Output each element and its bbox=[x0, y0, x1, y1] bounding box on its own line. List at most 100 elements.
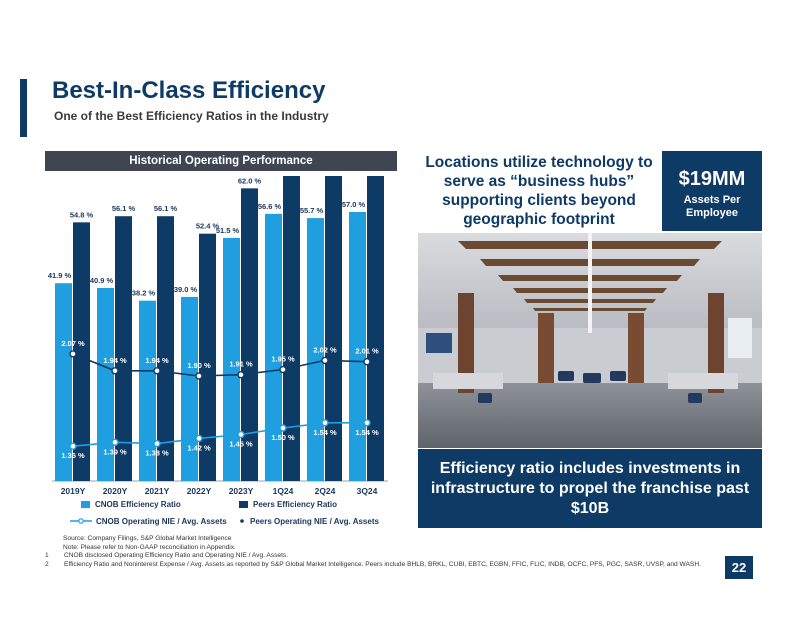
peers-nie-point bbox=[321, 356, 329, 365]
cnob-efficiency-bar bbox=[55, 283, 72, 481]
page-title: Best-In-Class Efficiency bbox=[52, 77, 326, 104]
x-tick-label: 2019Y bbox=[61, 486, 86, 496]
peers-nie-point bbox=[69, 350, 77, 358]
cnob-nie-point bbox=[153, 439, 161, 448]
cnob-efficiency-bar bbox=[97, 287, 114, 481]
cnob-nie-label: 1.45 % bbox=[229, 440, 253, 449]
efficiency-text: Efficiency ratio includes investments in… bbox=[430, 459, 750, 517]
footnotes: Source: Company Filings, S&P Global Mark… bbox=[45, 535, 701, 570]
peers-nie-label: 1.94 % bbox=[103, 356, 127, 365]
cnob-nie-point bbox=[279, 424, 287, 432]
peers-nie-point bbox=[195, 372, 203, 380]
operating-performance-chart: 41.9 % 54.8 % 2019Y 40.9 % 56.1 % 2020Y 38.2 %… bbox=[48, 176, 388, 526]
legend-label: Peers Efficiency Ratio bbox=[253, 500, 337, 509]
legend-label: CNOB Efficiency Ratio bbox=[95, 500, 181, 509]
cnob-efficiency-label: 39.0 % bbox=[174, 285, 198, 294]
page-subtitle: One of the Best Efficiency Ratios in the… bbox=[54, 109, 329, 123]
peers-nie-label: 2.02 % bbox=[313, 345, 337, 354]
legend-swatch-cnob-efficiency bbox=[81, 501, 90, 508]
legend-swatch-cnob-nie-marker bbox=[78, 518, 84, 524]
stat-label: Assets Per Employee bbox=[683, 194, 741, 219]
peers-efficiency-bar bbox=[73, 222, 90, 481]
cnob-efficiency-label: 38.2 % bbox=[132, 289, 156, 298]
footnote-text: CNOB disclosed Operating Efficiency Rati… bbox=[64, 552, 289, 560]
peers-nie-label: 1.95 % bbox=[271, 355, 295, 364]
cnob-nie-label: 1.36 % bbox=[61, 451, 85, 460]
locations-text: Locations utilize technology to serve as… bbox=[425, 154, 653, 228]
footnote-number: 2 bbox=[45, 560, 49, 568]
cnob-nie-point bbox=[195, 434, 203, 443]
peers-nie-line bbox=[72, 353, 368, 377]
peers-efficiency-label: 56.1 % bbox=[112, 204, 136, 213]
stat-value: $19MM bbox=[678, 168, 746, 190]
x-tick-label: 2Q24 bbox=[315, 486, 336, 496]
footnote-source: Source: Company Filings, S&P Global Mark… bbox=[63, 535, 232, 542]
efficiency-callout: Efficiency ratio includes investments in… bbox=[418, 449, 762, 528]
peers-efficiency-bar bbox=[115, 216, 132, 481]
peers-efficiency-bar bbox=[157, 216, 174, 481]
cnob-nie-label: 1.42 % bbox=[187, 443, 211, 452]
cnob-nie-label: 1.54 % bbox=[313, 428, 337, 437]
peers-efficiency-label: 52.4 % bbox=[196, 222, 220, 231]
legend-swatch-peers-efficiency bbox=[239, 501, 248, 508]
peers-nie-label: 2.01 % bbox=[355, 347, 379, 356]
page-number: 22 bbox=[725, 556, 753, 579]
cnob-efficiency-label: 40.9 % bbox=[90, 276, 114, 285]
cnob-efficiency-bar bbox=[139, 300, 156, 481]
footnote-note: Note: Please refer to Non-GAAP reconcili… bbox=[63, 543, 236, 551]
peers-efficiency-label: 56.1 % bbox=[154, 204, 178, 213]
peers-efficiency-bar bbox=[367, 176, 384, 481]
footnote-text: Efficiency Ratio and Noninterest Expense… bbox=[64, 560, 701, 568]
footnote-item: 1 CNOB disclosed Operating Efficiency Ra… bbox=[45, 552, 701, 561]
x-tick-label: 3Q24 bbox=[357, 486, 378, 496]
cnob-efficiency-bar bbox=[223, 237, 240, 481]
assets-per-employee-box: $19MM Assets Per Employee bbox=[662, 151, 762, 231]
cnob-nie-label: 1.38 % bbox=[145, 449, 169, 458]
footnote-item: 2 Efficiency Ratio and Noninterest Expen… bbox=[45, 560, 701, 570]
peers-nie-label: 2.07 % bbox=[61, 339, 85, 348]
cnob-efficiency-bar bbox=[181, 296, 198, 481]
cnob-efficiency-bar bbox=[349, 211, 366, 481]
cnob-efficiency-bar bbox=[265, 213, 282, 481]
peers-efficiency-label: 54.8 % bbox=[70, 210, 94, 219]
chart-panel-title: Historical Operating Performance bbox=[45, 151, 397, 171]
cnob-nie-label: 1.50 % bbox=[271, 433, 295, 442]
title-accent-bar bbox=[20, 79, 27, 137]
peers-efficiency-bar bbox=[199, 233, 216, 481]
peers-nie-point bbox=[279, 365, 287, 374]
peers-nie-label: 1.90 % bbox=[187, 361, 211, 370]
legend-label: CNOB Operating NIE / Avg. Assets bbox=[96, 517, 227, 526]
peers-nie-point bbox=[111, 367, 119, 375]
peers-efficiency-bar bbox=[283, 176, 300, 481]
peers-efficiency-bar bbox=[241, 188, 258, 482]
footnote-number: 1 bbox=[45, 552, 49, 560]
x-tick-label: 1Q24 bbox=[273, 486, 294, 496]
cnob-efficiency-label: 56.6 % bbox=[258, 202, 282, 211]
x-tick-label: 2021Y bbox=[145, 486, 170, 496]
cnob-nie-point bbox=[111, 438, 119, 446]
peers-nie-point bbox=[153, 367, 161, 375]
cnob-nie-point bbox=[237, 430, 245, 439]
cnob-efficiency-bar bbox=[307, 218, 324, 481]
peers-nie-label: 1.94 % bbox=[145, 356, 169, 365]
cnob-nie-line bbox=[72, 422, 367, 447]
cnob-efficiency-label: 41.9 % bbox=[48, 271, 72, 280]
office-photo bbox=[418, 233, 762, 448]
peers-nie-point bbox=[363, 357, 371, 366]
cnob-efficiency-label: 57.0 % bbox=[342, 200, 366, 209]
peers-efficiency-label: 62.0 % bbox=[238, 176, 262, 185]
cnob-nie-point bbox=[363, 419, 371, 427]
x-tick-label: 2020Y bbox=[103, 486, 128, 496]
cnob-efficiency-label: 55.7 % bbox=[300, 206, 324, 215]
locations-callout: Locations utilize technology to serve as… bbox=[418, 151, 660, 231]
legend-swatch-peers-nie bbox=[240, 519, 244, 523]
peers-nie-label: 1.91 % bbox=[229, 360, 253, 369]
cnob-nie-label: 1.39 % bbox=[103, 447, 127, 456]
cnob-nie-point bbox=[321, 419, 329, 427]
cnob-efficiency-label: 51.5 % bbox=[216, 226, 240, 235]
legend-label: Peers Operating NIE / Avg. Assets bbox=[250, 517, 379, 526]
x-tick-label: 2023Y bbox=[229, 486, 254, 496]
cnob-nie-label: 1.54 % bbox=[355, 428, 379, 437]
x-tick-label: 2022Y bbox=[187, 486, 212, 496]
peers-efficiency-bar bbox=[325, 176, 342, 482]
